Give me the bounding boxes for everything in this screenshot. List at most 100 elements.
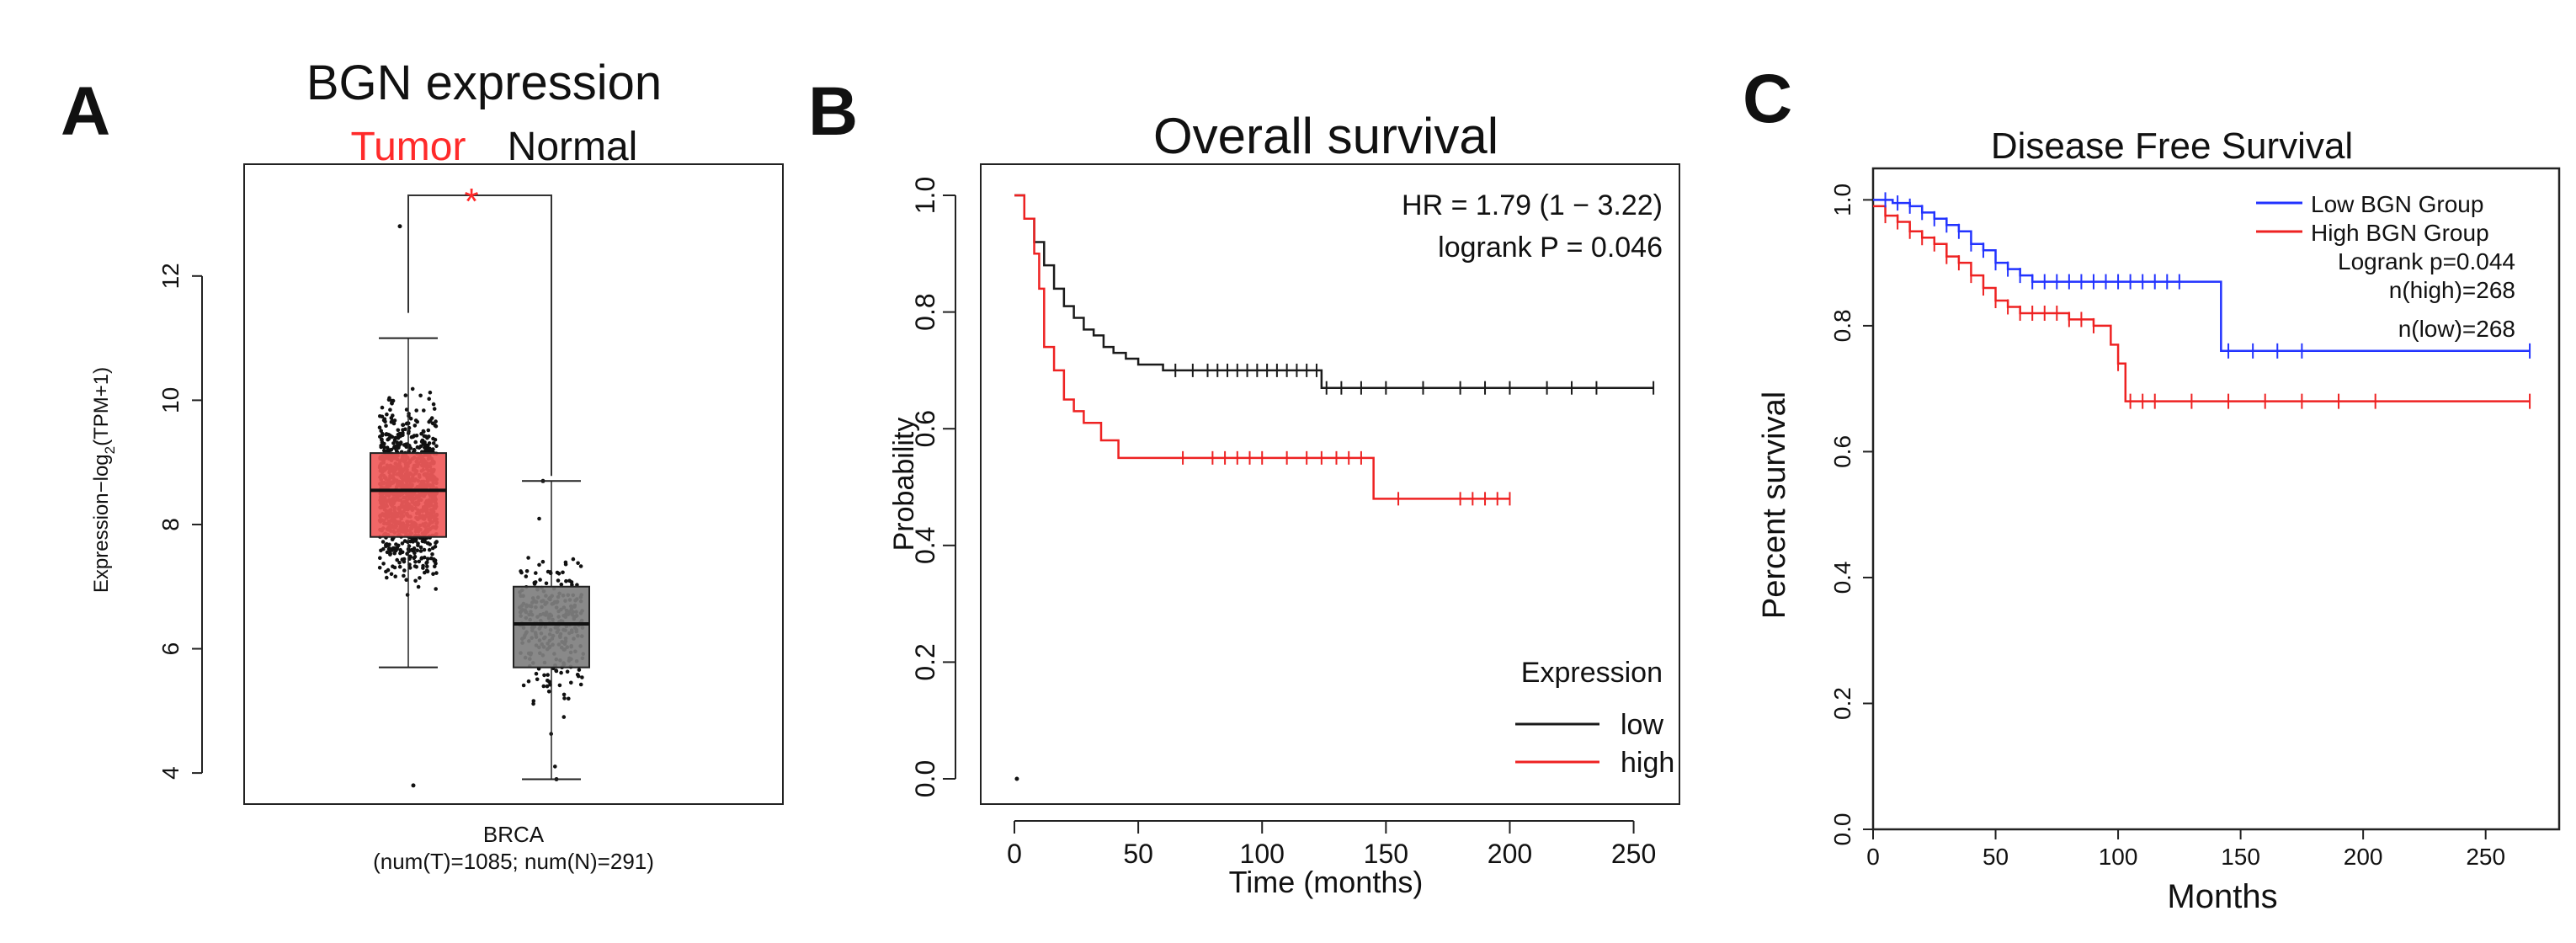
panel-a-point [389,572,394,577]
panel-a-y-label-rest: (TPM+1) [90,367,113,446]
panel-a-point [571,557,576,562]
panel-a-point [395,557,400,562]
panel-a-point [385,575,389,580]
panel-a-point [381,546,386,551]
panel-a-point [411,540,415,544]
panel-a-point [402,573,406,578]
panel-b-x-label: Time (months) [1229,865,1424,899]
panel-a-point [402,557,407,562]
panel-a-point [380,440,385,445]
panel-b-axes: 0.0 0.2 0.4 0.6 0.8 1.0 0 50 100 150 200 250 [910,177,1656,869]
panel-a-point [577,668,582,672]
panel-c-x-tick-label: 250 [2466,844,2505,870]
panel-a-point [425,564,429,568]
panel-a-point [389,416,394,420]
panel-a-point [384,432,388,437]
panel-a-point [434,571,439,575]
panel-a-x-label: BRCA [483,822,545,847]
panel-a-point [422,547,427,552]
panel-a-point [387,546,392,551]
panel-c-y-tick-label: 0.2 [1829,687,1855,720]
panel-a-x-sublabel: (num(T)=1085; num(N)=291) [373,849,654,874]
panel-a-point [433,558,438,562]
panel-a-point [412,424,418,428]
panel-c-disease-free-survival: Disease Free Survival Percent survival M… [1757,125,2561,915]
panel-a-point [561,570,565,575]
panel-a-point [395,440,400,445]
panel-a-plot-frame [243,163,784,805]
panel-a-point [415,548,420,552]
panel-a-point [412,551,417,556]
panel-a-point [393,574,398,578]
panel-a-point [410,386,415,392]
panel-a-point [432,407,437,411]
panel-a-y-label: Expression−log2(TPM+1) [90,367,118,593]
panel-a-point [390,398,394,403]
panel-a-point [431,572,435,576]
panel-a-point [419,440,424,444]
panel-a-point [421,429,426,434]
panel-a-point [426,557,430,561]
panel-c-y-tick-label: 0.4 [1829,561,1855,594]
panel-b-y-tick-label: 0.2 [910,643,940,680]
panel-a-point [565,669,570,674]
panel-a-point [419,557,424,561]
panel-a-point [396,436,401,440]
panel-a-point [524,574,529,578]
panel-a-point [417,559,422,564]
panel-a-significance-star: * [464,181,478,222]
panel-a-point [532,580,537,585]
panel-letter-b: B [808,73,858,150]
panel-a-point [377,425,382,430]
panel-a-point [553,765,557,769]
panel-a-point [412,556,417,561]
panel-a-point [537,562,541,567]
panel-a-point [427,547,432,552]
panel-a-point [546,690,551,694]
panel-a-point [534,571,538,575]
panel-a-point [548,571,553,576]
svg-text:Expression−log2(TPM+1): Expression−log2(TPM+1) [90,367,118,593]
panel-a-point [580,675,584,679]
panel-a-point [544,581,549,586]
panel-c-title: Disease Free Survival [1991,125,2353,167]
panel-c-legend-low: Low BGN Group [2311,191,2483,217]
panel-a-point [402,568,407,573]
panel-b-stray-point [1014,776,1019,781]
panel-a-title: BGN expression [306,56,662,110]
panel-b-y-tick-label: 0.8 [910,293,940,330]
panel-a-point [434,419,438,424]
panel-a-point [562,715,567,719]
panel-a-y-label-prefix: Expression [90,493,113,593]
panel-a-point [418,444,423,449]
panel-a-point [431,402,436,407]
panel-a-point [521,683,526,688]
panel-a-point [575,673,580,677]
panel-a-point [413,440,418,445]
panel-c-lines [1873,192,2531,409]
panel-a-point [378,414,382,418]
panel-a-point [428,418,433,423]
panel-a-point [567,696,571,701]
panel-a-point [418,549,423,553]
panel-a-point [392,438,397,443]
panel-a-point [391,441,396,445]
panel-a-point [384,424,388,429]
panel-a-point-max [397,224,402,229]
panel-a-point [397,561,402,565]
panel-a-point [425,569,430,574]
panel-a-box-normal [513,585,590,669]
panel-a-point [430,552,434,557]
panel-a-point [542,673,546,678]
panel-a-point [545,684,550,689]
panel-c-x-tick-label: 100 [2099,844,2138,870]
panel-c-y-label: Percent survival [1757,392,1792,619]
panel-a-point [416,543,420,547]
panel-a-point [407,566,412,570]
panel-b-x-tick-label: 0 [1007,839,1022,869]
panel-a-y-label-sub: 2 [102,446,118,454]
panel-b-x-tick-label: 100 [1240,839,1285,869]
panel-a-point [430,546,435,551]
panel-c-x-tick-label: 200 [2344,844,2383,870]
